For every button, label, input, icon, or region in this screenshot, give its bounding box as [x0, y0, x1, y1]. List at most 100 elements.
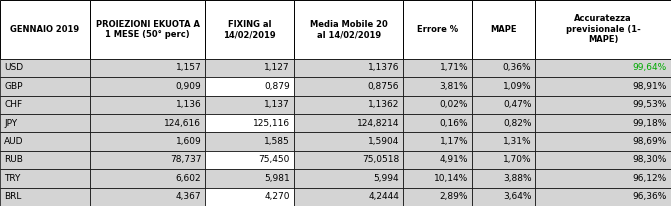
Text: PROIEZIONI EKUOTA A
1 MESE (50° perc): PROIEZIONI EKUOTA A 1 MESE (50° perc) — [96, 20, 199, 39]
Bar — [472, 96, 535, 114]
Bar — [294, 169, 403, 188]
Text: 1,1362: 1,1362 — [368, 100, 399, 109]
Bar — [205, 114, 294, 132]
Text: 96,12%: 96,12% — [633, 174, 667, 183]
Bar — [90, 169, 205, 188]
Text: TRY: TRY — [4, 174, 20, 183]
Text: Media Mobile 20
al 14/02/2019: Media Mobile 20 al 14/02/2019 — [310, 20, 387, 39]
Text: MAPE: MAPE — [491, 25, 517, 34]
Text: 98,91%: 98,91% — [633, 82, 667, 91]
Bar — [403, 114, 472, 132]
Text: 1,137: 1,137 — [264, 100, 290, 109]
Bar — [294, 132, 403, 151]
Bar — [90, 77, 205, 96]
Bar — [535, 0, 671, 59]
Bar — [90, 0, 205, 59]
Bar — [535, 132, 671, 151]
Text: 4,270: 4,270 — [264, 192, 290, 201]
Bar — [403, 59, 472, 77]
Bar — [0, 77, 90, 96]
Text: 1,127: 1,127 — [264, 63, 290, 73]
Text: 4,2444: 4,2444 — [368, 192, 399, 201]
Text: 1,157: 1,157 — [176, 63, 201, 73]
Text: 75,450: 75,450 — [258, 156, 290, 164]
Bar — [403, 77, 472, 96]
Text: 1,31%: 1,31% — [503, 137, 531, 146]
Text: 0,47%: 0,47% — [503, 100, 531, 109]
Bar — [294, 77, 403, 96]
Text: 1,70%: 1,70% — [503, 156, 531, 164]
Bar — [0, 188, 90, 206]
Bar — [403, 132, 472, 151]
Bar — [0, 114, 90, 132]
Text: Errore %: Errore % — [417, 25, 458, 34]
Text: 10,14%: 10,14% — [434, 174, 468, 183]
Bar — [205, 151, 294, 169]
Bar — [0, 132, 90, 151]
Text: 96,36%: 96,36% — [633, 192, 667, 201]
Bar — [403, 0, 472, 59]
Text: 1,5904: 1,5904 — [368, 137, 399, 146]
Text: 99,18%: 99,18% — [633, 119, 667, 128]
Text: 0,879: 0,879 — [264, 82, 290, 91]
Bar — [472, 77, 535, 96]
Bar — [205, 169, 294, 188]
Bar — [90, 114, 205, 132]
Text: 99,64%: 99,64% — [633, 63, 667, 73]
Bar — [294, 151, 403, 169]
Bar — [205, 132, 294, 151]
Text: 0,8756: 0,8756 — [368, 82, 399, 91]
Bar — [90, 151, 205, 169]
Bar — [403, 188, 472, 206]
Text: 0,36%: 0,36% — [503, 63, 531, 73]
Bar — [472, 132, 535, 151]
Text: 5,981: 5,981 — [264, 174, 290, 183]
Bar — [294, 188, 403, 206]
Bar — [472, 188, 535, 206]
Text: 124,616: 124,616 — [164, 119, 201, 128]
Bar — [472, 114, 535, 132]
Text: 3,88%: 3,88% — [503, 174, 531, 183]
Text: 1,09%: 1,09% — [503, 82, 531, 91]
Text: 125,116: 125,116 — [253, 119, 290, 128]
Bar — [0, 96, 90, 114]
Text: Accuratezza
previsionale (1-
MAPE): Accuratezza previsionale (1- MAPE) — [566, 14, 641, 44]
Bar — [472, 151, 535, 169]
Bar — [90, 132, 205, 151]
Text: 5,994: 5,994 — [374, 174, 399, 183]
Bar — [90, 59, 205, 77]
Text: GENNAIO 2019: GENNAIO 2019 — [10, 25, 80, 34]
Bar — [205, 96, 294, 114]
Bar — [403, 169, 472, 188]
Bar — [205, 59, 294, 77]
Bar — [472, 59, 535, 77]
Text: 1,585: 1,585 — [264, 137, 290, 146]
Text: 0,909: 0,909 — [176, 82, 201, 91]
Text: 1,1376: 1,1376 — [368, 63, 399, 73]
Bar — [535, 114, 671, 132]
Text: 1,136: 1,136 — [176, 100, 201, 109]
Text: AUD: AUD — [4, 137, 23, 146]
Bar — [294, 0, 403, 59]
Text: BRL: BRL — [4, 192, 21, 201]
Text: 0,02%: 0,02% — [440, 100, 468, 109]
Bar — [535, 59, 671, 77]
Bar — [0, 0, 90, 59]
Text: 0,16%: 0,16% — [440, 119, 468, 128]
Bar — [205, 77, 294, 96]
Text: 98,69%: 98,69% — [633, 137, 667, 146]
Bar — [294, 59, 403, 77]
Text: RUB: RUB — [4, 156, 23, 164]
Text: 98,30%: 98,30% — [633, 156, 667, 164]
Text: 78,737: 78,737 — [170, 156, 201, 164]
Bar — [205, 188, 294, 206]
Text: 75,0518: 75,0518 — [362, 156, 399, 164]
Bar — [0, 59, 90, 77]
Bar — [205, 0, 294, 59]
Text: USD: USD — [4, 63, 23, 73]
Text: GBP: GBP — [4, 82, 23, 91]
Bar — [535, 169, 671, 188]
Text: 3,81%: 3,81% — [440, 82, 468, 91]
Bar — [535, 151, 671, 169]
Bar — [535, 77, 671, 96]
